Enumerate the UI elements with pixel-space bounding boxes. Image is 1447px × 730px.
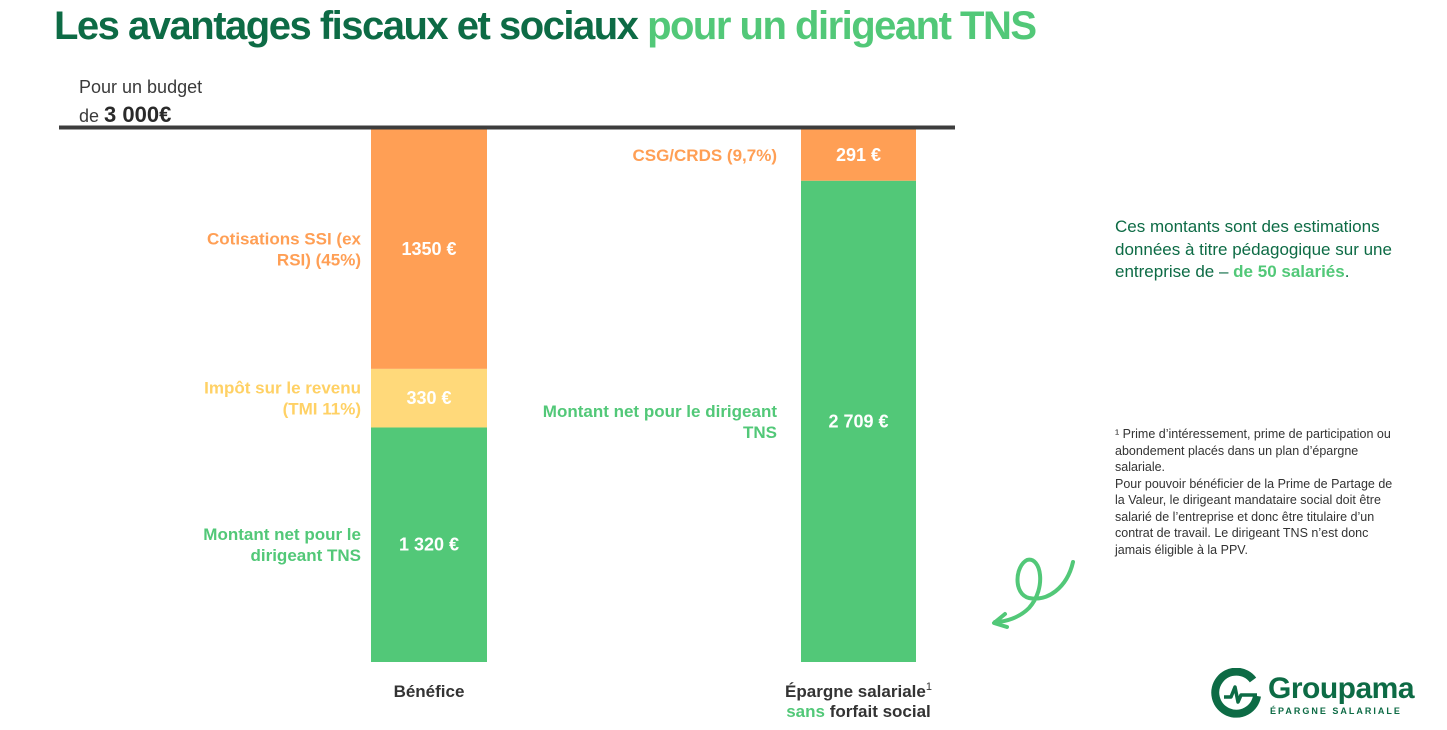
footnote: ¹ Prime d’intéressement, prime de partic…: [1115, 426, 1405, 558]
bar-segment: [801, 129, 916, 181]
footnote-paragraph-1: ¹ Prime d’intéressement, prime de partic…: [1115, 427, 1391, 474]
x-axis-category-label-line-2: sans forfait social: [786, 702, 931, 721]
curly-arrow-icon: [992, 557, 1075, 629]
budget-line-1: Pour un budget: [79, 77, 203, 97]
budget-label: Pour un budget de 3 000€: [79, 74, 202, 130]
segment-value-label: 2 709 €: [828, 411, 888, 431]
bar-segment: [371, 427, 487, 662]
groupama-emblem-icon: [1211, 668, 1261, 718]
segment-category-label: Montant net pour le dirigeant TNS: [203, 525, 361, 565]
segment-category-label: CSG/CRDS (9,7%): [632, 146, 777, 165]
segment-value-label: 330 €: [406, 388, 451, 408]
budget-prefix: de: [79, 106, 100, 126]
logo-subtitle: ÉPARGNE SALARIALE: [1270, 706, 1402, 716]
title-part-2: pour un dirigeant TNS: [647, 4, 1037, 48]
logo-name: Groupama: [1268, 672, 1415, 705]
x-axis-category-label: Bénéfice: [394, 682, 465, 701]
segment-category-label: Cotisations SSI (ex RSI) (45%): [207, 229, 362, 269]
groupama-logo: Groupama ÉPARGNE SALARIALE: [1210, 668, 1430, 720]
note-end: .: [1344, 262, 1350, 281]
x-axis-category-label: Épargne salariale1: [785, 681, 932, 701]
segment-category-label: Impôt sur le revenu (TMI 11%): [204, 379, 361, 419]
bar-segment: [801, 180, 916, 663]
segment-value-label: 291 €: [836, 145, 881, 165]
bar-segment: [371, 129, 487, 369]
note-highlight: de 50 salariés: [1233, 262, 1345, 281]
page-title: Les avantages fiscaux et sociaux pour un…: [54, 4, 1037, 49]
note-text: Ces montants sont des estimations donnée…: [1115, 217, 1392, 281]
estimation-note: Ces montants sont des estimations donnée…: [1115, 216, 1405, 284]
segment-value-label: 1 320 €: [399, 535, 459, 555]
segment-category-label: Montant net pour le dirigeant TNS: [543, 402, 778, 442]
segment-value-label: 1350 €: [401, 239, 456, 259]
footnote-paragraph-2: Pour pouvoir bénéficier de la Prime de P…: [1115, 476, 1393, 557]
budget-amount: 3 000€: [104, 102, 172, 127]
title-part-1: Les avantages fiscaux et sociaux: [54, 4, 639, 48]
note-dash: –: [1218, 262, 1229, 281]
bar-segment: [371, 368, 487, 428]
